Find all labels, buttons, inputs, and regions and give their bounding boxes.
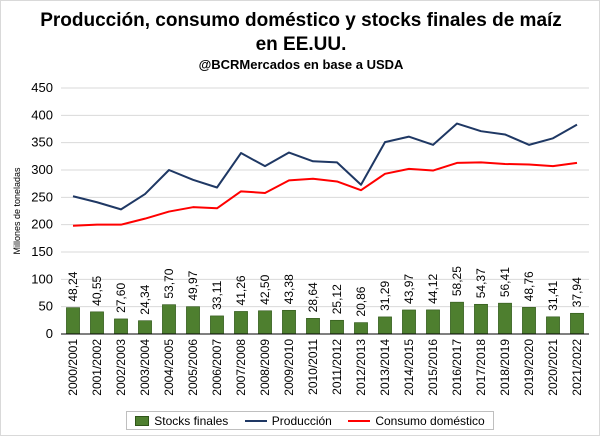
x-tick-label: 2015/2016 (426, 339, 440, 396)
stocks-bar (570, 312, 584, 335)
x-tick-label: 2001/2002 (90, 339, 104, 396)
legend-label-consumo: Consumo doméstico (375, 413, 485, 428)
legend-swatch-stocks (135, 415, 150, 426)
stocks-bar (522, 307, 536, 335)
legend: Stocks finales Producción Consumo domést… (126, 411, 494, 430)
stocks-data-label: 20,86 (354, 286, 368, 316)
x-tick-label: 2012/2013 (354, 339, 368, 396)
x-tick-label: 2004/2005 (162, 339, 176, 396)
stocks-data-label: 31,41 (546, 280, 560, 310)
stocks-bar (450, 301, 464, 335)
x-tick-label: 2017/2018 (474, 339, 488, 396)
stocks-data-label: 28,64 (306, 282, 320, 312)
stocks-data-label: 40,55 (90, 275, 104, 305)
stocks-data-label: 31,29 (378, 281, 392, 311)
legend-label-stocks: Stocks finales (154, 413, 229, 428)
stocks-data-label: 48,24 (66, 271, 80, 301)
stocks-data-label: 27,60 (114, 283, 128, 313)
stocks-bar (162, 304, 176, 335)
x-tick-label: 2014/2015 (402, 339, 416, 396)
stocks-bar (234, 311, 248, 335)
stocks-bar (330, 319, 344, 335)
stocks-bar (378, 316, 392, 335)
stocks-bar (138, 320, 152, 335)
legend-swatch-produccion (244, 419, 267, 422)
y-tick-label: 0 (46, 326, 53, 341)
y-tick-label: 400 (31, 107, 53, 122)
x-tick-label: 2019/2020 (522, 339, 536, 396)
y-tick-label: 250 (31, 189, 53, 204)
chart-title-line-2: en EE.UU. (255, 34, 347, 55)
y-tick-label: 350 (31, 135, 53, 150)
y-tick-label: 50 (39, 299, 53, 314)
legend-item-consumo: Consumo doméstico (348, 413, 485, 428)
x-tick-label: 2020/2021 (546, 339, 560, 396)
stocks-data-label: 54,37 (474, 268, 488, 298)
stocks-data-label: 42,50 (258, 274, 272, 304)
x-tick-label: 2002/2003 (114, 339, 128, 396)
x-tick-label: 2013/2014 (378, 339, 392, 396)
x-tick-label: 2006/2007 (210, 339, 224, 396)
produccion-line (72, 122, 578, 211)
x-tick-label: 2000/2001 (66, 339, 80, 396)
stocks-data-label: 33,11 (210, 280, 224, 309)
stocks-data-label: 56,41 (498, 267, 512, 297)
chart-subtitle: @BCRMercados en base a USDA (198, 57, 404, 72)
stocks-bar (114, 318, 128, 335)
stocks-bar (66, 307, 80, 335)
chart-title-line-1: Producción, consumo doméstico y stocks f… (40, 10, 562, 31)
x-tick-label: 2007/2008 (234, 339, 248, 396)
stocks-bar (546, 316, 560, 335)
stocks-bar (282, 309, 296, 335)
stocks-data-label: 37,94 (570, 277, 584, 307)
legend-item-produccion: Producción (244, 413, 332, 428)
x-tick-label: 2018/2019 (498, 339, 512, 396)
x-tick-label: 2005/2006 (186, 339, 200, 396)
stocks-bar (426, 309, 440, 335)
stocks-bar (90, 311, 104, 335)
stocks-bar (210, 315, 224, 335)
stocks-bar (474, 303, 488, 335)
x-tick-label: 2003/2004 (138, 339, 152, 396)
stocks-data-label: 43,38 (282, 274, 296, 304)
stocks-data-label: 43,97 (402, 274, 416, 304)
stocks-bar (258, 310, 272, 335)
stocks-data-label: 48,76 (522, 271, 536, 301)
x-tick-label: 2010/2011 (306, 339, 320, 395)
y-tick-label: 150 (31, 244, 53, 259)
stocks-data-label: 25,12 (330, 284, 344, 314)
x-tick-label: 2009/2010 (282, 339, 296, 396)
stocks-data-label: 44,12 (426, 274, 440, 304)
legend-label-produccion: Producción (271, 413, 332, 428)
legend-item-stocks: Stocks finales (135, 414, 228, 428)
legend-swatch-consumo (348, 419, 371, 422)
y-tick-label: 450 (31, 80, 53, 95)
stocks-bar (402, 309, 416, 335)
y-tick-label: 300 (31, 162, 53, 177)
stocks-bar (354, 322, 368, 335)
stocks-bar (306, 318, 320, 335)
stocks-bar (498, 302, 512, 335)
stocks-data-label: 24,34 (138, 284, 152, 314)
consumo-line (72, 161, 578, 227)
x-tick-label: 2008/2009 (258, 339, 272, 396)
x-tick-label: 2011/2012 (330, 339, 344, 395)
stocks-data-label: 58,25 (450, 266, 464, 296)
stocks-bar (186, 306, 200, 335)
stocks-data-label: 53,70 (162, 268, 176, 298)
y-tick-label: 200 (31, 217, 53, 232)
stocks-data-label: 49,97 (186, 270, 200, 300)
x-tick-label: 2021/2022 (570, 339, 584, 396)
y-tick-label: 100 (31, 271, 53, 286)
x-tick-label: 2016/2017 (450, 339, 464, 396)
y-axis-label: Millones de toneladas (12, 167, 22, 255)
stocks-data-label: 41,26 (234, 275, 248, 305)
